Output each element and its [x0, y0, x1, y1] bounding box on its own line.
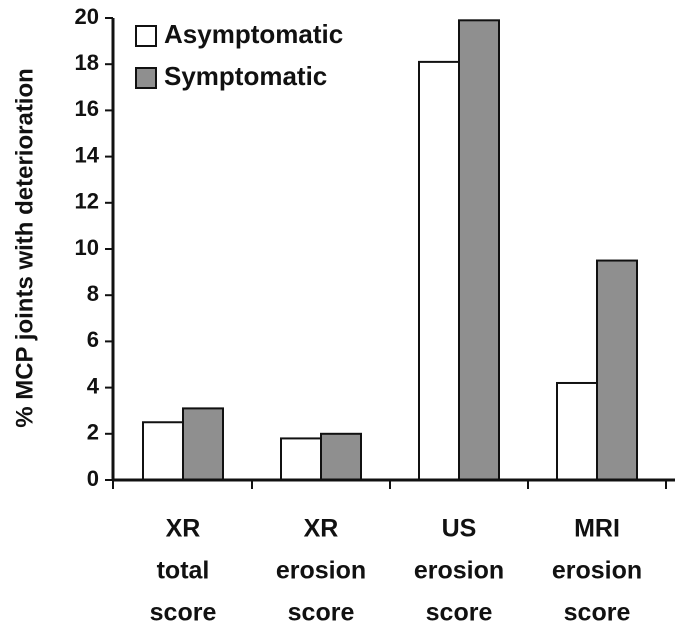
y-axis-title: % MCP joints with deterioration: [11, 68, 38, 428]
category-label-0-line-0: XR: [166, 515, 201, 543]
category-label-0-line-2: score: [150, 599, 217, 624]
bar-asymptomatic-3: [556, 381, 598, 482]
category-label-2-line-2: score: [426, 599, 493, 624]
bar-asymptomatic-2: [418, 60, 460, 481]
category-label-1-line-1: erosion: [276, 557, 366, 585]
y-tick-label-14: 14: [75, 142, 100, 167]
plot-area: 0 2 4 6 8 10 12 14 16 18 20 XR total score XR erosion sc…: [75, 4, 675, 624]
bar-asymptomatic-0: [142, 421, 184, 481]
legend-label-symptomatic: Symptomatic: [164, 61, 327, 91]
y-tick-label-12: 12: [75, 189, 99, 214]
category-label-3-line-0: MRI: [574, 515, 620, 543]
legend-swatch-symptomatic: [135, 67, 157, 89]
y-tick-label-20: 20: [75, 4, 99, 29]
legend: Asymptomatic Symptomatic: [135, 19, 343, 91]
y-tick-label-16: 16: [75, 96, 99, 121]
y-tick-label-2: 2: [87, 420, 99, 445]
category-label-2-line-0: US: [442, 515, 477, 543]
bar-symptomatic-2: [458, 19, 500, 482]
bar-symptomatic-1: [320, 432, 362, 481]
y-tick-label-8: 8: [87, 281, 99, 306]
y-tick-label-4: 4: [87, 373, 100, 398]
y-tick-label-6: 6: [87, 327, 99, 352]
bar-symptomatic-3: [596, 259, 638, 481]
category-label-1-line-0: XR: [304, 515, 339, 543]
bar-symptomatic-0: [182, 407, 224, 482]
category-label-3-line-2: score: [564, 599, 631, 624]
y-tick-label-0: 0: [87, 466, 99, 491]
y-axis-title-group: % MCP joints with deterioration: [11, 68, 38, 428]
legend-swatch-asymptomatic: [135, 25, 157, 47]
y-tick-label-18: 18: [75, 50, 99, 75]
category-label-1-line-2: score: [288, 599, 355, 624]
category-label-3-line-1: erosion: [552, 557, 642, 585]
legend-label-asymptomatic: Asymptomatic: [164, 19, 343, 49]
y-tick-label-10: 10: [75, 235, 99, 260]
category-label-0-line-1: total: [157, 557, 210, 585]
category-label-2-line-1: erosion: [414, 557, 504, 585]
bar-asymptomatic-1: [280, 437, 322, 482]
